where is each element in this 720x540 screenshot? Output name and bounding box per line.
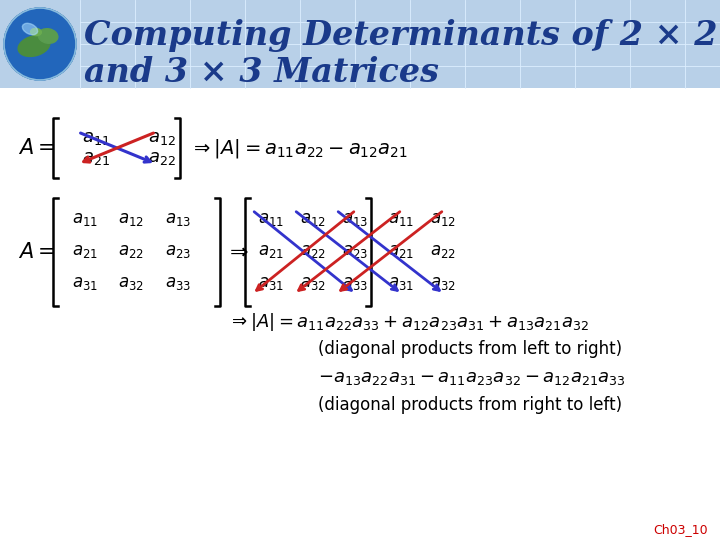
Bar bbox=[0, 0, 720, 88]
Text: $a_{12}$: $a_{12}$ bbox=[148, 129, 176, 147]
Text: $a_{12}$: $a_{12}$ bbox=[300, 212, 326, 228]
Text: $a_{22}$: $a_{22}$ bbox=[148, 149, 176, 167]
Text: $a_{23}$: $a_{23}$ bbox=[165, 244, 191, 260]
Text: $a_{32}$: $a_{32}$ bbox=[300, 275, 326, 293]
Text: (diagonal products from right to left): (diagonal products from right to left) bbox=[318, 396, 622, 414]
Text: $a_{32}$: $a_{32}$ bbox=[118, 275, 144, 293]
Ellipse shape bbox=[22, 23, 37, 35]
Text: $a_{11}$: $a_{11}$ bbox=[388, 212, 414, 228]
Text: $\Rightarrow |A| = a_{11}a_{22} - a_{12}a_{21}$: $\Rightarrow |A| = a_{11}a_{22} - a_{12}… bbox=[190, 137, 408, 159]
Text: $a_{31}$: $a_{31}$ bbox=[258, 275, 284, 293]
Text: $a_{31}$: $a_{31}$ bbox=[72, 275, 98, 293]
Ellipse shape bbox=[38, 29, 58, 43]
Text: $a_{12}$: $a_{12}$ bbox=[430, 212, 456, 228]
Text: $a_{31}$: $a_{31}$ bbox=[388, 275, 414, 293]
Text: $a_{13}$: $a_{13}$ bbox=[342, 212, 368, 228]
Text: and 3 × 3 Matrices: and 3 × 3 Matrices bbox=[84, 56, 439, 89]
Text: $a_{22}$: $a_{22}$ bbox=[118, 244, 144, 260]
Text: $\Rightarrow$: $\Rightarrow$ bbox=[225, 241, 249, 263]
Text: $a_{33}$: $a_{33}$ bbox=[165, 275, 191, 293]
Text: $a_{21}$: $a_{21}$ bbox=[72, 244, 98, 260]
Ellipse shape bbox=[18, 36, 50, 57]
Text: $A =$: $A =$ bbox=[18, 138, 55, 158]
Text: $a_{32}$: $a_{32}$ bbox=[430, 275, 456, 293]
Text: $a_{33}$: $a_{33}$ bbox=[342, 275, 368, 293]
Text: $a_{11}$: $a_{11}$ bbox=[258, 212, 284, 228]
Text: $a_{13}$: $a_{13}$ bbox=[165, 212, 191, 228]
Text: Ch03_10: Ch03_10 bbox=[653, 523, 708, 537]
Text: $\Rightarrow |A| = a_{11}a_{22}a_{33} + a_{12}a_{23}a_{31} + a_{13}a_{21}a_{32}$: $\Rightarrow |A| = a_{11}a_{22}a_{33} + … bbox=[228, 311, 589, 333]
Text: $a_{21}$: $a_{21}$ bbox=[388, 244, 414, 260]
Text: $a_{22}$: $a_{22}$ bbox=[430, 244, 456, 260]
Text: $a_{11}$: $a_{11}$ bbox=[82, 129, 110, 147]
Text: $a_{21}$: $a_{21}$ bbox=[258, 244, 284, 260]
Text: $-a_{13}a_{22}a_{31} - a_{11}a_{23}a_{32} - a_{12}a_{21}a_{33}$: $-a_{13}a_{22}a_{31} - a_{11}a_{23}a_{32… bbox=[318, 369, 626, 387]
Text: $a_{11}$: $a_{11}$ bbox=[72, 212, 98, 228]
Text: $a_{23}$: $a_{23}$ bbox=[342, 244, 368, 260]
Text: $a_{21}$: $a_{21}$ bbox=[82, 149, 110, 167]
Circle shape bbox=[4, 8, 76, 80]
Text: Computing Determinants of 2 × 2: Computing Determinants of 2 × 2 bbox=[84, 19, 718, 52]
Text: $a_{22}$: $a_{22}$ bbox=[300, 244, 326, 260]
Text: $A =$: $A =$ bbox=[18, 242, 55, 262]
Circle shape bbox=[4, 8, 76, 80]
Text: $a_{12}$: $a_{12}$ bbox=[118, 212, 144, 228]
Text: (diagonal products from left to right): (diagonal products from left to right) bbox=[318, 340, 622, 358]
Ellipse shape bbox=[31, 29, 41, 36]
